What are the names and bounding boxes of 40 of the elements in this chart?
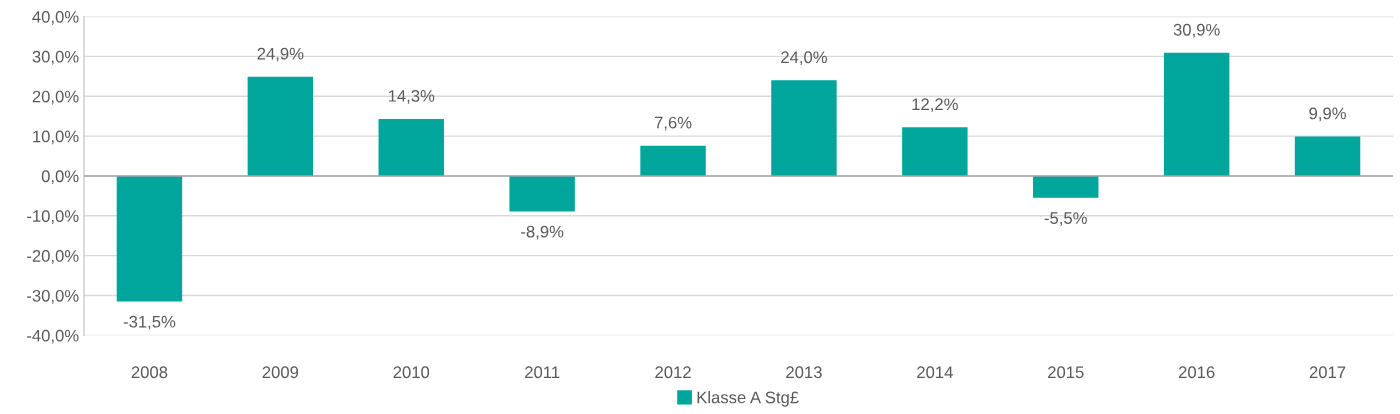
data-label: -31,5% xyxy=(123,315,176,330)
bar xyxy=(1163,52,1230,176)
data-label: 9,9% xyxy=(1309,107,1346,122)
x-tick-label: 2014 xyxy=(917,366,953,379)
bar xyxy=(902,127,968,176)
x-tick-label: 2013 xyxy=(786,366,822,379)
x-tick-label: 2016 xyxy=(1178,366,1215,379)
bar xyxy=(771,80,837,176)
data-label: 30,9% xyxy=(1173,23,1220,38)
x-tick-label: 2017 xyxy=(1309,366,1346,379)
y-tick-label: 0,0% xyxy=(41,170,79,185)
bar xyxy=(378,118,444,176)
bar xyxy=(1033,175,1099,198)
bar xyxy=(116,175,183,302)
data-label: 12,2% xyxy=(912,98,958,113)
data-label: 24,0% xyxy=(781,51,827,66)
bar xyxy=(1294,136,1361,176)
x-tick-label: 2015 xyxy=(1048,366,1084,379)
x-tick-label: 2009 xyxy=(262,366,299,379)
y-tick-label: 40,0% xyxy=(32,10,79,25)
data-label: -5,5% xyxy=(1044,212,1087,226)
data-label: 7,6% xyxy=(654,116,692,131)
y-tick-label: 10,0% xyxy=(33,130,79,145)
x-tick-label: 2010 xyxy=(393,366,430,379)
legend-label: Klasse A Stg£ xyxy=(697,391,799,407)
y-tick-label: 30,0% xyxy=(32,50,79,65)
y-tick-label: -20,0% xyxy=(27,250,79,264)
bar xyxy=(640,145,706,176)
data-label: 14,3% xyxy=(388,89,435,104)
bar xyxy=(247,76,314,176)
bar xyxy=(509,175,575,212)
data-label: -8,9% xyxy=(521,225,564,240)
data-label: 24,9% xyxy=(257,47,304,62)
x-tick-label: 2011 xyxy=(525,366,560,379)
y-tick-label: -10,0% xyxy=(27,210,79,224)
x-tick-label: 2012 xyxy=(655,366,691,379)
y-tick-label: -30,0% xyxy=(27,289,79,304)
y-tick-label: -40,0% xyxy=(27,329,79,344)
x-tick-label: 2008 xyxy=(131,366,168,379)
y-tick-label: 20,0% xyxy=(32,90,79,105)
